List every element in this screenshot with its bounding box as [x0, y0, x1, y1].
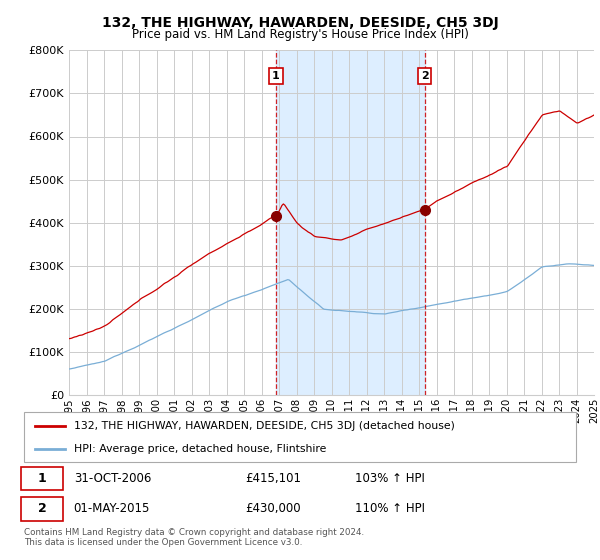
Bar	[276, 50, 425, 395]
Text: This data is licensed under the Open Government Licence v3.0.: This data is licensed under the Open Gov…	[24, 538, 302, 547]
FancyBboxPatch shape	[21, 497, 62, 521]
Text: £415,101: £415,101	[245, 472, 301, 485]
Text: 103% ↑ HPI: 103% ↑ HPI	[355, 472, 425, 485]
Text: 2: 2	[421, 71, 428, 81]
Text: 132, THE HIGHWAY, HAWARDEN, DEESIDE, CH5 3DJ: 132, THE HIGHWAY, HAWARDEN, DEESIDE, CH5…	[101, 16, 499, 30]
FancyBboxPatch shape	[24, 412, 576, 462]
Text: 31-OCT-2006: 31-OCT-2006	[74, 472, 151, 485]
Text: 1: 1	[272, 71, 280, 81]
FancyBboxPatch shape	[21, 466, 62, 490]
Text: 132, THE HIGHWAY, HAWARDEN, DEESIDE, CH5 3DJ (detached house): 132, THE HIGHWAY, HAWARDEN, DEESIDE, CH5…	[74, 421, 455, 431]
Text: Contains HM Land Registry data © Crown copyright and database right 2024.: Contains HM Land Registry data © Crown c…	[24, 528, 364, 536]
Text: 110% ↑ HPI: 110% ↑ HPI	[355, 502, 425, 515]
Text: Price paid vs. HM Land Registry's House Price Index (HPI): Price paid vs. HM Land Registry's House …	[131, 28, 469, 41]
Text: £430,000: £430,000	[245, 502, 301, 515]
Text: 1: 1	[38, 472, 46, 485]
Text: HPI: Average price, detached house, Flintshire: HPI: Average price, detached house, Flin…	[74, 444, 326, 454]
Text: 01-MAY-2015: 01-MAY-2015	[74, 502, 150, 515]
Text: 2: 2	[38, 502, 46, 515]
